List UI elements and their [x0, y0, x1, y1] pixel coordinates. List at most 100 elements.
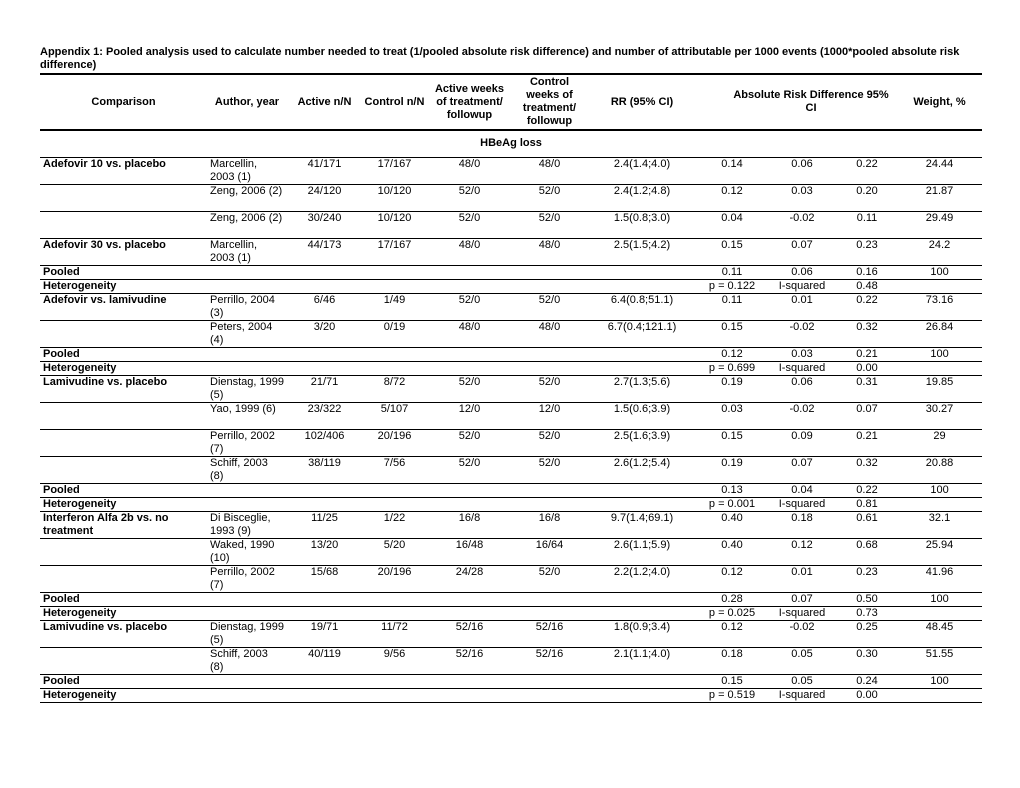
cell-active-weeks: 52/0	[427, 184, 512, 212]
cell-rr	[587, 347, 697, 362]
cell-ard: 0.15	[697, 674, 767, 689]
table-row: Peters, 2004 (4) 3/20 0/19 48/0 48/0 6.7(0.4;…	[40, 320, 983, 348]
section-label: HBeAg loss	[40, 130, 983, 158]
cell-ard: 0.18	[697, 647, 767, 675]
table-row: Schiff, 2003 (8) 38/119 7/56 52/0 52/0 2.6(1.…	[40, 456, 983, 484]
cell-control-weeks: 52/0	[512, 211, 587, 239]
cell-control	[362, 674, 427, 689]
cell-weight: 29.49	[897, 211, 983, 239]
cell-ard: 0.14	[697, 157, 767, 185]
cell-comparison: Interferon Alfa 2b vs. no treatment	[40, 511, 207, 539]
cell-hi: 0.07	[837, 402, 898, 430]
cell-hi: 0.68	[837, 538, 898, 566]
cell-ard: p = 0.025	[697, 606, 767, 621]
cell-rr: 1.8(0.9;3.4)	[587, 620, 697, 648]
cell-control-weeks	[512, 279, 587, 294]
cell-control-weeks: 52/0	[512, 184, 587, 212]
cell-control-weeks	[512, 606, 587, 621]
table-row: Adefovir vs. lamivudine Perrillo, 2004 (3…	[40, 293, 983, 321]
table-row: Pooled 0.15 0.05 0.24 100	[40, 674, 983, 689]
cell-control	[362, 265, 427, 280]
table-row: Heterogeneity p = 0.699 I-squared 0.00	[40, 361, 983, 376]
cell-active-weeks: 48/0	[427, 320, 512, 348]
cell-control: 5/20	[362, 538, 427, 566]
cell-control: 1/49	[362, 293, 427, 321]
header-cell: Control n/N	[362, 73, 427, 131]
cell-active: 24/120	[287, 184, 362, 212]
table-row: Adefovir 30 vs. placebo Marcellin, 2003 (…	[40, 238, 983, 266]
header-cell: Weight, %	[897, 73, 983, 131]
cell-weight: 24.44	[897, 157, 983, 185]
cell-control-weeks: 52/16	[512, 647, 587, 675]
cell-control	[362, 347, 427, 362]
cell-weight: 32.1	[897, 511, 983, 539]
cell-active-weeks	[427, 347, 512, 362]
cell-lo: 0.01	[767, 565, 837, 593]
table-row: Pooled 0.13 0.04 0.22 100	[40, 483, 983, 498]
cell-hi: 0.61	[837, 511, 898, 539]
cell-author: Schiff, 2003 (8)	[207, 456, 287, 484]
cell-lo: I-squared	[767, 688, 837, 703]
table-row: Lamivudine vs. placebo Dienstag, 1999 (5)…	[40, 620, 983, 648]
cell-lo: 0.06	[767, 375, 837, 403]
cell-ard: p = 0.001	[697, 497, 767, 512]
cell-lo: 0.03	[767, 184, 837, 212]
cell-control: 20/196	[362, 565, 427, 593]
cell-active	[287, 347, 362, 362]
cell-lo: I-squared	[767, 497, 837, 512]
cell-active-weeks: 12/0	[427, 402, 512, 430]
cell-ard: 0.11	[697, 265, 767, 280]
cell-rr: 2.5(1.5;4.2)	[587, 238, 697, 266]
cell-rr: 2.1(1.1;4.0)	[587, 647, 697, 675]
cell-control-weeks: 48/0	[512, 320, 587, 348]
cell-ard: 0.19	[697, 456, 767, 484]
cell-active	[287, 606, 362, 621]
cell-hi: 0.00	[837, 688, 898, 703]
cell-lo: 0.01	[767, 293, 837, 321]
cell-rr: 2.6(1.1;5.9)	[587, 538, 697, 566]
cell-comparison	[40, 320, 207, 348]
cell-comparison: Pooled	[40, 674, 207, 689]
cell-ard: 0.03	[697, 402, 767, 430]
cell-control: 17/167	[362, 238, 427, 266]
table-row: Heterogeneity p = 0.122 I-squared 0.48	[40, 279, 983, 294]
cell-hi: 0.24	[837, 674, 898, 689]
cell-active: 38/119	[287, 456, 362, 484]
cell-comparison	[40, 211, 207, 239]
cell-comparison	[40, 402, 207, 430]
table-row: Lamivudine vs. placebo Dienstag, 1999 (5)…	[40, 375, 983, 403]
cell-active-weeks	[427, 674, 512, 689]
cell-rr	[587, 279, 697, 294]
cell-control: 9/56	[362, 647, 427, 675]
cell-active: 40/119	[287, 647, 362, 675]
cell-active: 13/20	[287, 538, 362, 566]
cell-lo: 0.05	[767, 674, 837, 689]
cell-lo: 0.18	[767, 511, 837, 539]
cell-control: 8/72	[362, 375, 427, 403]
cell-control: 11/72	[362, 620, 427, 648]
cell-hi: 0.21	[837, 429, 898, 457]
cell-comparison	[40, 456, 207, 484]
cell-author	[207, 347, 287, 362]
cell-control-weeks: 52/0	[512, 293, 587, 321]
cell-lo: 0.06	[767, 157, 837, 185]
cell-active: 41/171	[287, 157, 362, 185]
cell-hi: 0.11	[837, 211, 898, 239]
cell-author: Marcellin, 2003 (1)	[207, 238, 287, 266]
cell-control: 5/107	[362, 402, 427, 430]
cell-weight: 19.85	[897, 375, 983, 403]
cell-lo: 0.03	[767, 347, 837, 362]
cell-control	[362, 361, 427, 376]
cell-author	[207, 688, 287, 703]
cell-weight	[897, 361, 983, 376]
cell-control	[362, 592, 427, 607]
cell-author	[207, 265, 287, 280]
cell-control: 20/196	[362, 429, 427, 457]
cell-author: Peters, 2004 (4)	[207, 320, 287, 348]
cell-active	[287, 483, 362, 498]
cell-author: Perrillo, 2004 (3)	[207, 293, 287, 321]
cell-comparison: Pooled	[40, 483, 207, 498]
header-cell: Comparison	[40, 73, 207, 131]
cell-active-weeks: 48/0	[427, 238, 512, 266]
cell-hi: 0.48	[837, 279, 898, 294]
